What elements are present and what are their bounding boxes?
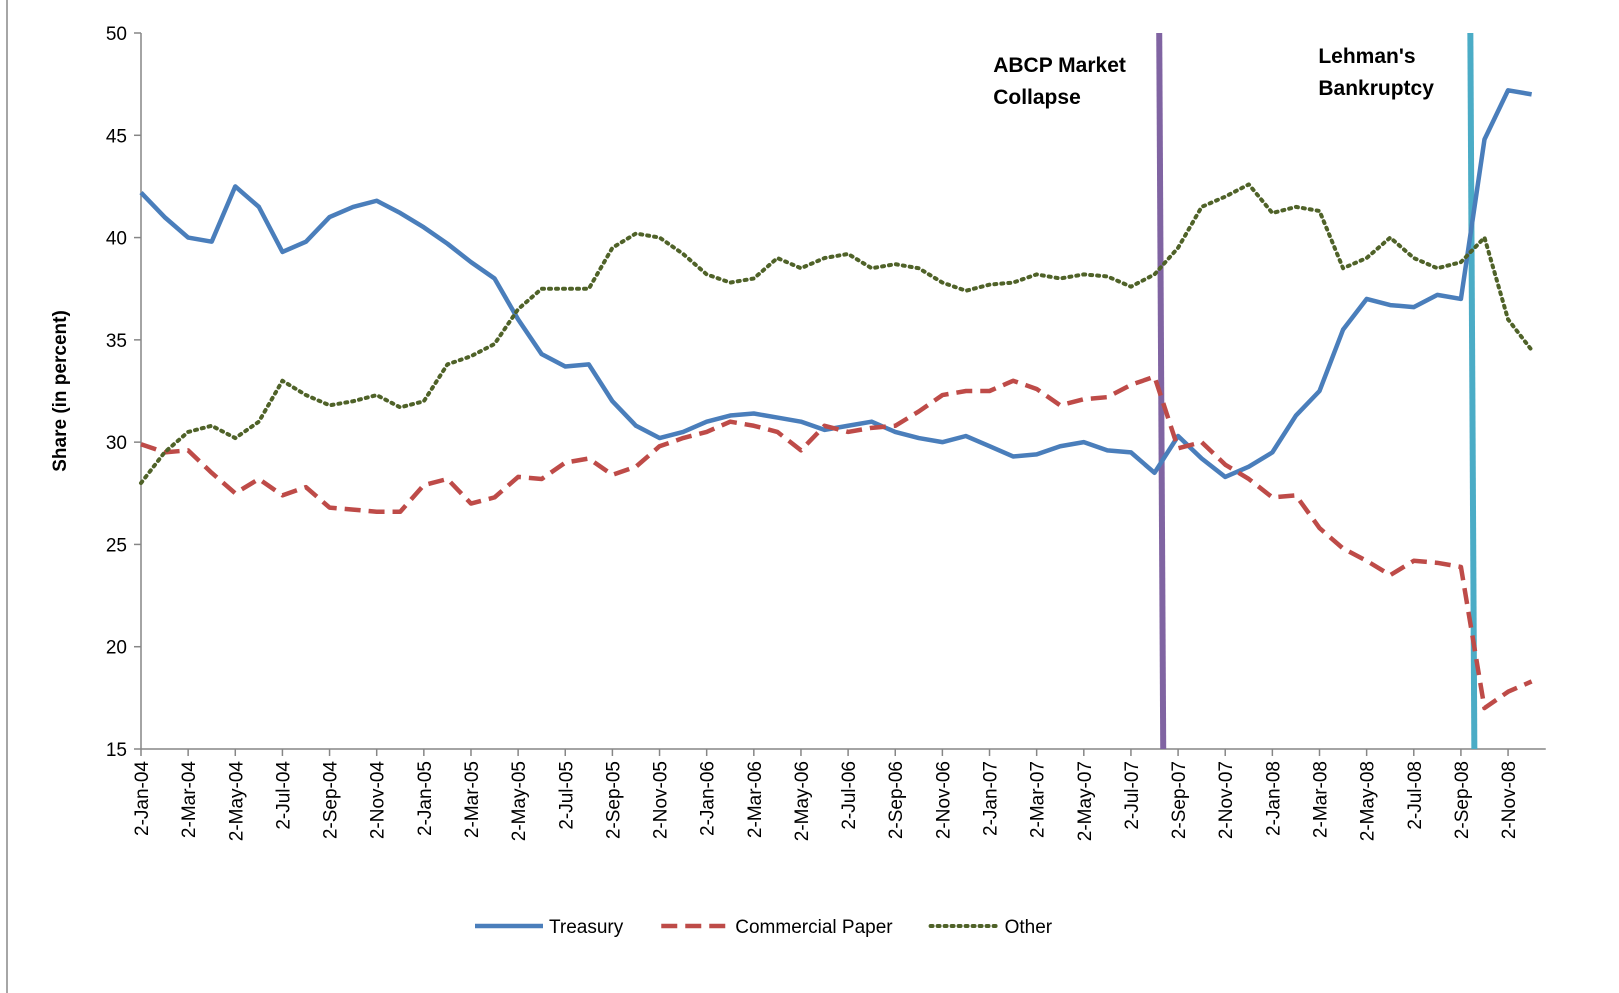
y-tick-label: 50 bbox=[106, 24, 127, 45]
legend-label: Commercial Paper bbox=[735, 917, 893, 938]
y-tick-label: 40 bbox=[106, 229, 127, 250]
x-tick-label: 2-Nov-04 bbox=[368, 761, 389, 840]
x-tick-label: 2-May-06 bbox=[792, 761, 813, 841]
y-tick-label: 35 bbox=[106, 331, 127, 352]
y-tick-label: 20 bbox=[106, 638, 127, 659]
x-tick-label: 2-Jan-06 bbox=[698, 761, 719, 836]
event-line bbox=[1467, 32, 1478, 750]
x-tick-label: 2-Nov-07 bbox=[1216, 761, 1237, 839]
annotation: ABCP Market bbox=[993, 54, 1126, 77]
x-tick-label: 2-Jan-07 bbox=[981, 761, 1002, 836]
y-axis-label: Share (in percent) bbox=[50, 310, 71, 472]
x-tick-label: 2-Sep-04 bbox=[321, 761, 342, 840]
x-tick-label: 2-Jul-06 bbox=[839, 761, 860, 830]
annotation: Collapse bbox=[993, 86, 1081, 109]
x-tick-label: 2-Sep-07 bbox=[1169, 761, 1190, 839]
y-tick-label: 30 bbox=[106, 433, 127, 454]
x-tick-label: 2-Jan-08 bbox=[1263, 761, 1284, 836]
x-tick-label: 2-Jul-04 bbox=[273, 761, 294, 830]
y-tick-label: 15 bbox=[106, 740, 127, 761]
x-tick-label: 2-Jul-05 bbox=[556, 761, 577, 830]
x-tick-label: 2-Sep-06 bbox=[886, 761, 907, 839]
series-line bbox=[139, 182, 1534, 486]
x-tick-label: 2-Jul-07 bbox=[1122, 761, 1143, 830]
chart-frame bbox=[6, 0, 8, 993]
y-tick-label: 45 bbox=[106, 126, 127, 147]
legend-item: Commercial Paper bbox=[661, 917, 893, 938]
x-tick-label: 2-May-08 bbox=[1358, 761, 1379, 841]
x-tick-label: 2-Mar-08 bbox=[1311, 761, 1332, 838]
x-tick-label: 2-Jul-08 bbox=[1405, 761, 1426, 830]
x-tick-label: 2-May-07 bbox=[1075, 761, 1096, 841]
x-tick-label: 2-Nov-05 bbox=[651, 761, 672, 839]
x-tick-label: 2-Nov-08 bbox=[1499, 761, 1520, 839]
x-tick-label: 2-Mar-06 bbox=[745, 761, 766, 838]
legend-label: Treasury bbox=[549, 917, 624, 938]
legend-item: Treasury bbox=[475, 917, 624, 938]
x-tick-label: 2-Nov-06 bbox=[933, 761, 954, 839]
x-tick-label: 2-Jan-04 bbox=[132, 761, 153, 836]
series-line bbox=[139, 88, 1533, 480]
x-tick-label: 2-Jan-05 bbox=[415, 761, 436, 836]
annotation: Lehman's bbox=[1318, 45, 1415, 68]
x-tick-label: 2-Mar-05 bbox=[462, 761, 483, 838]
series-line bbox=[140, 374, 1533, 711]
x-tick-label: 2-Sep-08 bbox=[1452, 761, 1473, 839]
x-tick-label: 2-May-04 bbox=[226, 761, 247, 842]
legend-item: Other bbox=[928, 917, 1053, 938]
y-tick-label: 25 bbox=[106, 535, 127, 556]
legend-label: Other bbox=[1005, 917, 1053, 938]
x-tick-label: 2-Sep-05 bbox=[603, 761, 624, 839]
annotation: Bankruptcy bbox=[1318, 77, 1434, 100]
x-tick-label: 2-Mar-07 bbox=[1028, 761, 1049, 838]
x-tick-label: 2-Mar-04 bbox=[179, 761, 200, 839]
x-tick-label: 2-May-05 bbox=[509, 761, 530, 841]
